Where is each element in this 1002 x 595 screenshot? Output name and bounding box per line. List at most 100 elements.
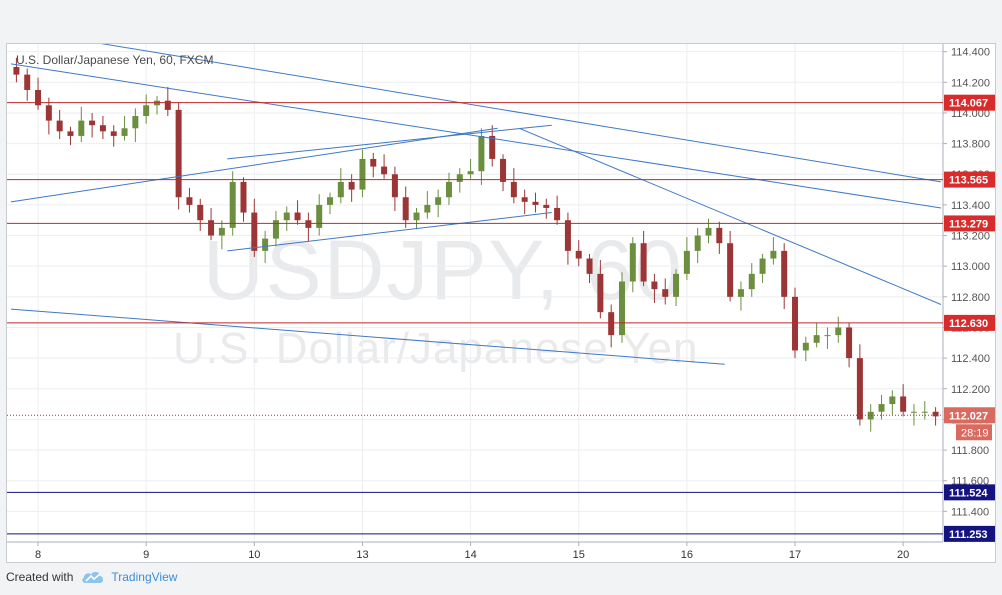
candle-body: [673, 273, 680, 297]
candle-body: [435, 197, 442, 205]
candle-body: [824, 335, 831, 337]
candle-body: [391, 174, 398, 198]
y-tick-label: 111.800: [951, 445, 989, 457]
price-label-support-1-box: [944, 484, 995, 501]
candle-body: [24, 74, 31, 90]
candle-body: [121, 128, 128, 136]
candle-body: [716, 227, 723, 244]
candle-body: [910, 411, 917, 413]
candle-body: [143, 105, 150, 117]
candle-body: [748, 273, 755, 290]
candle-body: [802, 342, 809, 351]
candle-body: [878, 404, 885, 412]
candle-body: [45, 105, 52, 121]
price-label-resistance-1-box: [944, 94, 995, 111]
candle-body: [381, 166, 388, 175]
price-label-resistance-3: 113.279: [949, 218, 988, 230]
candle-body: [175, 109, 182, 198]
candle-body: [305, 220, 312, 228]
candle-body: [554, 207, 561, 221]
candle-body: [337, 181, 344, 198]
candle-body: [186, 197, 193, 205]
candle-body: [229, 181, 236, 228]
candle-body: [467, 171, 474, 175]
price-label-resistance-3-box: [944, 215, 995, 232]
candle-body: [132, 116, 139, 129]
candle-body: [889, 396, 896, 405]
candle-body: [792, 296, 799, 351]
trend-line: [10, 127, 498, 203]
y-tick-label: 114.400: [951, 47, 990, 59]
candle-body: [456, 174, 463, 182]
candle-body: [348, 181, 355, 190]
y-tick-label: 112.800: [951, 292, 990, 304]
candle-body: [770, 250, 777, 259]
price-label-resistance-1: 114.067: [949, 98, 988, 110]
candle-body: [759, 258, 766, 274]
x-tick-label: 9: [143, 549, 149, 561]
x-tick-label: 13: [356, 549, 368, 561]
price-label-support-2-box: [944, 525, 995, 542]
candle-body: [846, 327, 853, 359]
price-label-resistance-2: 113.565: [949, 175, 988, 187]
candle-body: [564, 220, 571, 251]
candle-body: [402, 197, 409, 221]
candle-body: [413, 212, 420, 221]
candle-body: [56, 120, 63, 132]
candle-body: [424, 204, 431, 213]
price-chart[interactable]: 114.400114.200114.000113.800113.600113.4…: [7, 44, 995, 562]
candle-body: [110, 131, 117, 136]
tradingview-link[interactable]: TradingView: [111, 570, 178, 584]
countdown-label: 28:19: [961, 427, 989, 439]
price-label-resistance-2-box: [944, 171, 995, 188]
candle-body: [813, 335, 820, 343]
candle-body: [629, 243, 636, 282]
candle-body: [575, 250, 582, 259]
candle-body: [543, 204, 550, 208]
x-tick-label: 20: [897, 549, 909, 561]
candle-body: [932, 411, 939, 417]
candle-body: [478, 135, 485, 172]
candle-body: [586, 258, 593, 274]
candle-body: [618, 281, 625, 336]
candle-body: [608, 312, 615, 336]
chart-title: U.S. Dollar/Japanese Yen, 60, FXCM: [16, 53, 214, 67]
candle-body: [683, 250, 690, 274]
y-tick-label: 112.400: [951, 353, 990, 365]
trend-line: [519, 127, 942, 305]
price-label-current: 112.027: [949, 410, 988, 422]
countdown-box: [956, 424, 992, 441]
price-label-resistance-4: 112.630: [949, 318, 988, 330]
candle-body: [705, 227, 712, 236]
trend-line: [10, 63, 942, 209]
y-tick-label: 113.800: [951, 139, 990, 151]
candle-body: [510, 181, 517, 198]
candle-body: [500, 158, 507, 182]
candle-body: [867, 411, 874, 420]
candle-body: [89, 120, 96, 126]
candle-body: [327, 197, 334, 205]
candle-body: [532, 201, 539, 205]
candle-body: [727, 243, 734, 297]
chart-frame: USDJPY, 60 U.S. Dollar/Japanese Yen 114.…: [6, 43, 996, 563]
candle-body: [651, 281, 658, 290]
price-label-support-1: 111.524: [949, 487, 988, 499]
trend-line: [100, 44, 942, 183]
y-tick-label: 111.400: [951, 506, 989, 518]
trend-line: [227, 124, 552, 160]
x-tick-label: 14: [464, 549, 476, 561]
candle-body: [835, 327, 842, 336]
candle-body: [78, 120, 85, 136]
candle-body: [737, 289, 744, 297]
y-tick-label: 114.000: [951, 108, 990, 120]
candle-body: [521, 197, 528, 202]
trend-line: [227, 212, 552, 252]
candle-body: [262, 238, 269, 251]
candle-body: [35, 89, 42, 106]
candle-body: [99, 125, 106, 132]
candle-body: [208, 220, 215, 236]
candle-body: [294, 212, 301, 221]
candle-body: [694, 235, 701, 251]
candle-body: [445, 181, 452, 198]
y-tick-label: 114.200: [951, 77, 990, 89]
